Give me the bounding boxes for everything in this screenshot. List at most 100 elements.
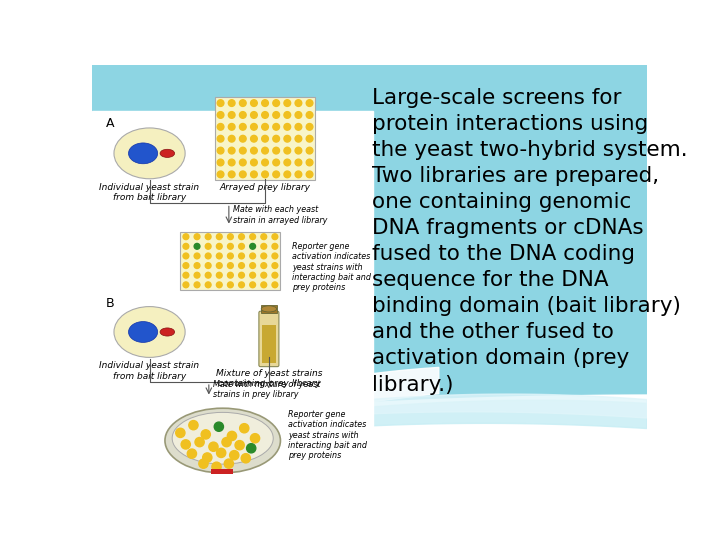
Circle shape	[261, 124, 269, 130]
Circle shape	[251, 159, 257, 166]
Circle shape	[272, 253, 278, 259]
Ellipse shape	[261, 306, 276, 312]
Circle shape	[295, 124, 302, 130]
Circle shape	[235, 441, 244, 450]
Circle shape	[295, 112, 302, 118]
Circle shape	[306, 136, 313, 142]
Circle shape	[261, 159, 269, 166]
Bar	[262, 325, 276, 363]
Circle shape	[273, 100, 279, 106]
Circle shape	[240, 112, 246, 118]
Circle shape	[251, 136, 257, 142]
Circle shape	[228, 147, 235, 154]
Circle shape	[261, 262, 266, 268]
Circle shape	[246, 444, 256, 453]
Circle shape	[251, 171, 257, 178]
Circle shape	[295, 136, 302, 142]
Circle shape	[201, 430, 210, 439]
Circle shape	[240, 100, 246, 106]
Circle shape	[273, 112, 279, 118]
Circle shape	[272, 244, 278, 249]
Circle shape	[251, 100, 257, 106]
Text: Large-scale screens for
protein interactions using
the yeast two-hybrid system.
: Large-scale screens for protein interact…	[372, 87, 688, 395]
Circle shape	[209, 442, 218, 451]
Circle shape	[295, 100, 302, 106]
Circle shape	[228, 262, 233, 268]
Circle shape	[240, 171, 246, 178]
Circle shape	[273, 124, 279, 130]
Circle shape	[273, 159, 279, 166]
Circle shape	[238, 234, 244, 240]
Circle shape	[195, 437, 204, 447]
Circle shape	[306, 171, 313, 178]
Circle shape	[217, 448, 226, 457]
Circle shape	[241, 454, 251, 463]
Circle shape	[228, 124, 235, 130]
Circle shape	[205, 244, 211, 249]
Circle shape	[272, 234, 278, 240]
Circle shape	[176, 428, 185, 437]
Circle shape	[217, 262, 222, 268]
Circle shape	[194, 234, 200, 240]
Circle shape	[306, 112, 313, 118]
Bar	[261, 305, 276, 313]
Ellipse shape	[129, 322, 158, 342]
Ellipse shape	[160, 328, 175, 336]
Circle shape	[273, 136, 279, 142]
Circle shape	[250, 282, 256, 288]
Circle shape	[228, 171, 235, 178]
Circle shape	[238, 262, 244, 268]
Circle shape	[189, 421, 198, 430]
Circle shape	[183, 262, 189, 268]
Circle shape	[228, 431, 237, 441]
Circle shape	[183, 272, 189, 278]
Circle shape	[217, 136, 224, 142]
Circle shape	[250, 253, 256, 259]
Circle shape	[295, 171, 302, 178]
Circle shape	[284, 112, 291, 118]
Circle shape	[217, 282, 222, 288]
Circle shape	[240, 136, 246, 142]
Circle shape	[183, 253, 189, 259]
Circle shape	[250, 262, 256, 268]
Text: Arrayed prey library: Arrayed prey library	[220, 184, 310, 192]
Circle shape	[261, 253, 266, 259]
Text: Reporter gene
activation indicates
yeast strains with
interacting bait and
prey : Reporter gene activation indicates yeast…	[292, 242, 371, 293]
Circle shape	[251, 124, 257, 130]
Text: Reporter gene
activation indicates
yeast strains with
interacting bait and
prey : Reporter gene activation indicates yeast…	[288, 410, 367, 461]
Circle shape	[222, 437, 231, 447]
Circle shape	[228, 112, 235, 118]
Circle shape	[306, 147, 313, 154]
Circle shape	[217, 272, 222, 278]
Circle shape	[250, 234, 256, 240]
Circle shape	[228, 282, 233, 288]
Circle shape	[284, 171, 291, 178]
Circle shape	[183, 282, 189, 288]
Ellipse shape	[165, 408, 281, 473]
Circle shape	[295, 159, 302, 166]
Circle shape	[261, 147, 269, 154]
Circle shape	[284, 124, 291, 130]
Circle shape	[238, 253, 244, 259]
Circle shape	[238, 282, 244, 288]
Text: Individual yeast strain
from bait library: Individual yeast strain from bait librar…	[99, 361, 199, 381]
Circle shape	[181, 440, 190, 449]
Circle shape	[240, 159, 246, 166]
Circle shape	[205, 262, 211, 268]
Circle shape	[217, 244, 222, 249]
Circle shape	[272, 272, 278, 278]
Circle shape	[217, 100, 224, 106]
Circle shape	[284, 159, 291, 166]
Ellipse shape	[129, 143, 158, 164]
Circle shape	[228, 136, 235, 142]
Text: A: A	[106, 117, 114, 130]
Bar	[215, 97, 315, 180]
Circle shape	[261, 244, 266, 249]
Circle shape	[273, 147, 279, 154]
Circle shape	[261, 272, 266, 278]
Circle shape	[183, 244, 189, 249]
Circle shape	[217, 253, 222, 259]
Circle shape	[261, 112, 269, 118]
Circle shape	[240, 423, 249, 433]
Text: Mixture of yeast strains
containing prey library: Mixture of yeast strains containing prey…	[216, 369, 322, 388]
